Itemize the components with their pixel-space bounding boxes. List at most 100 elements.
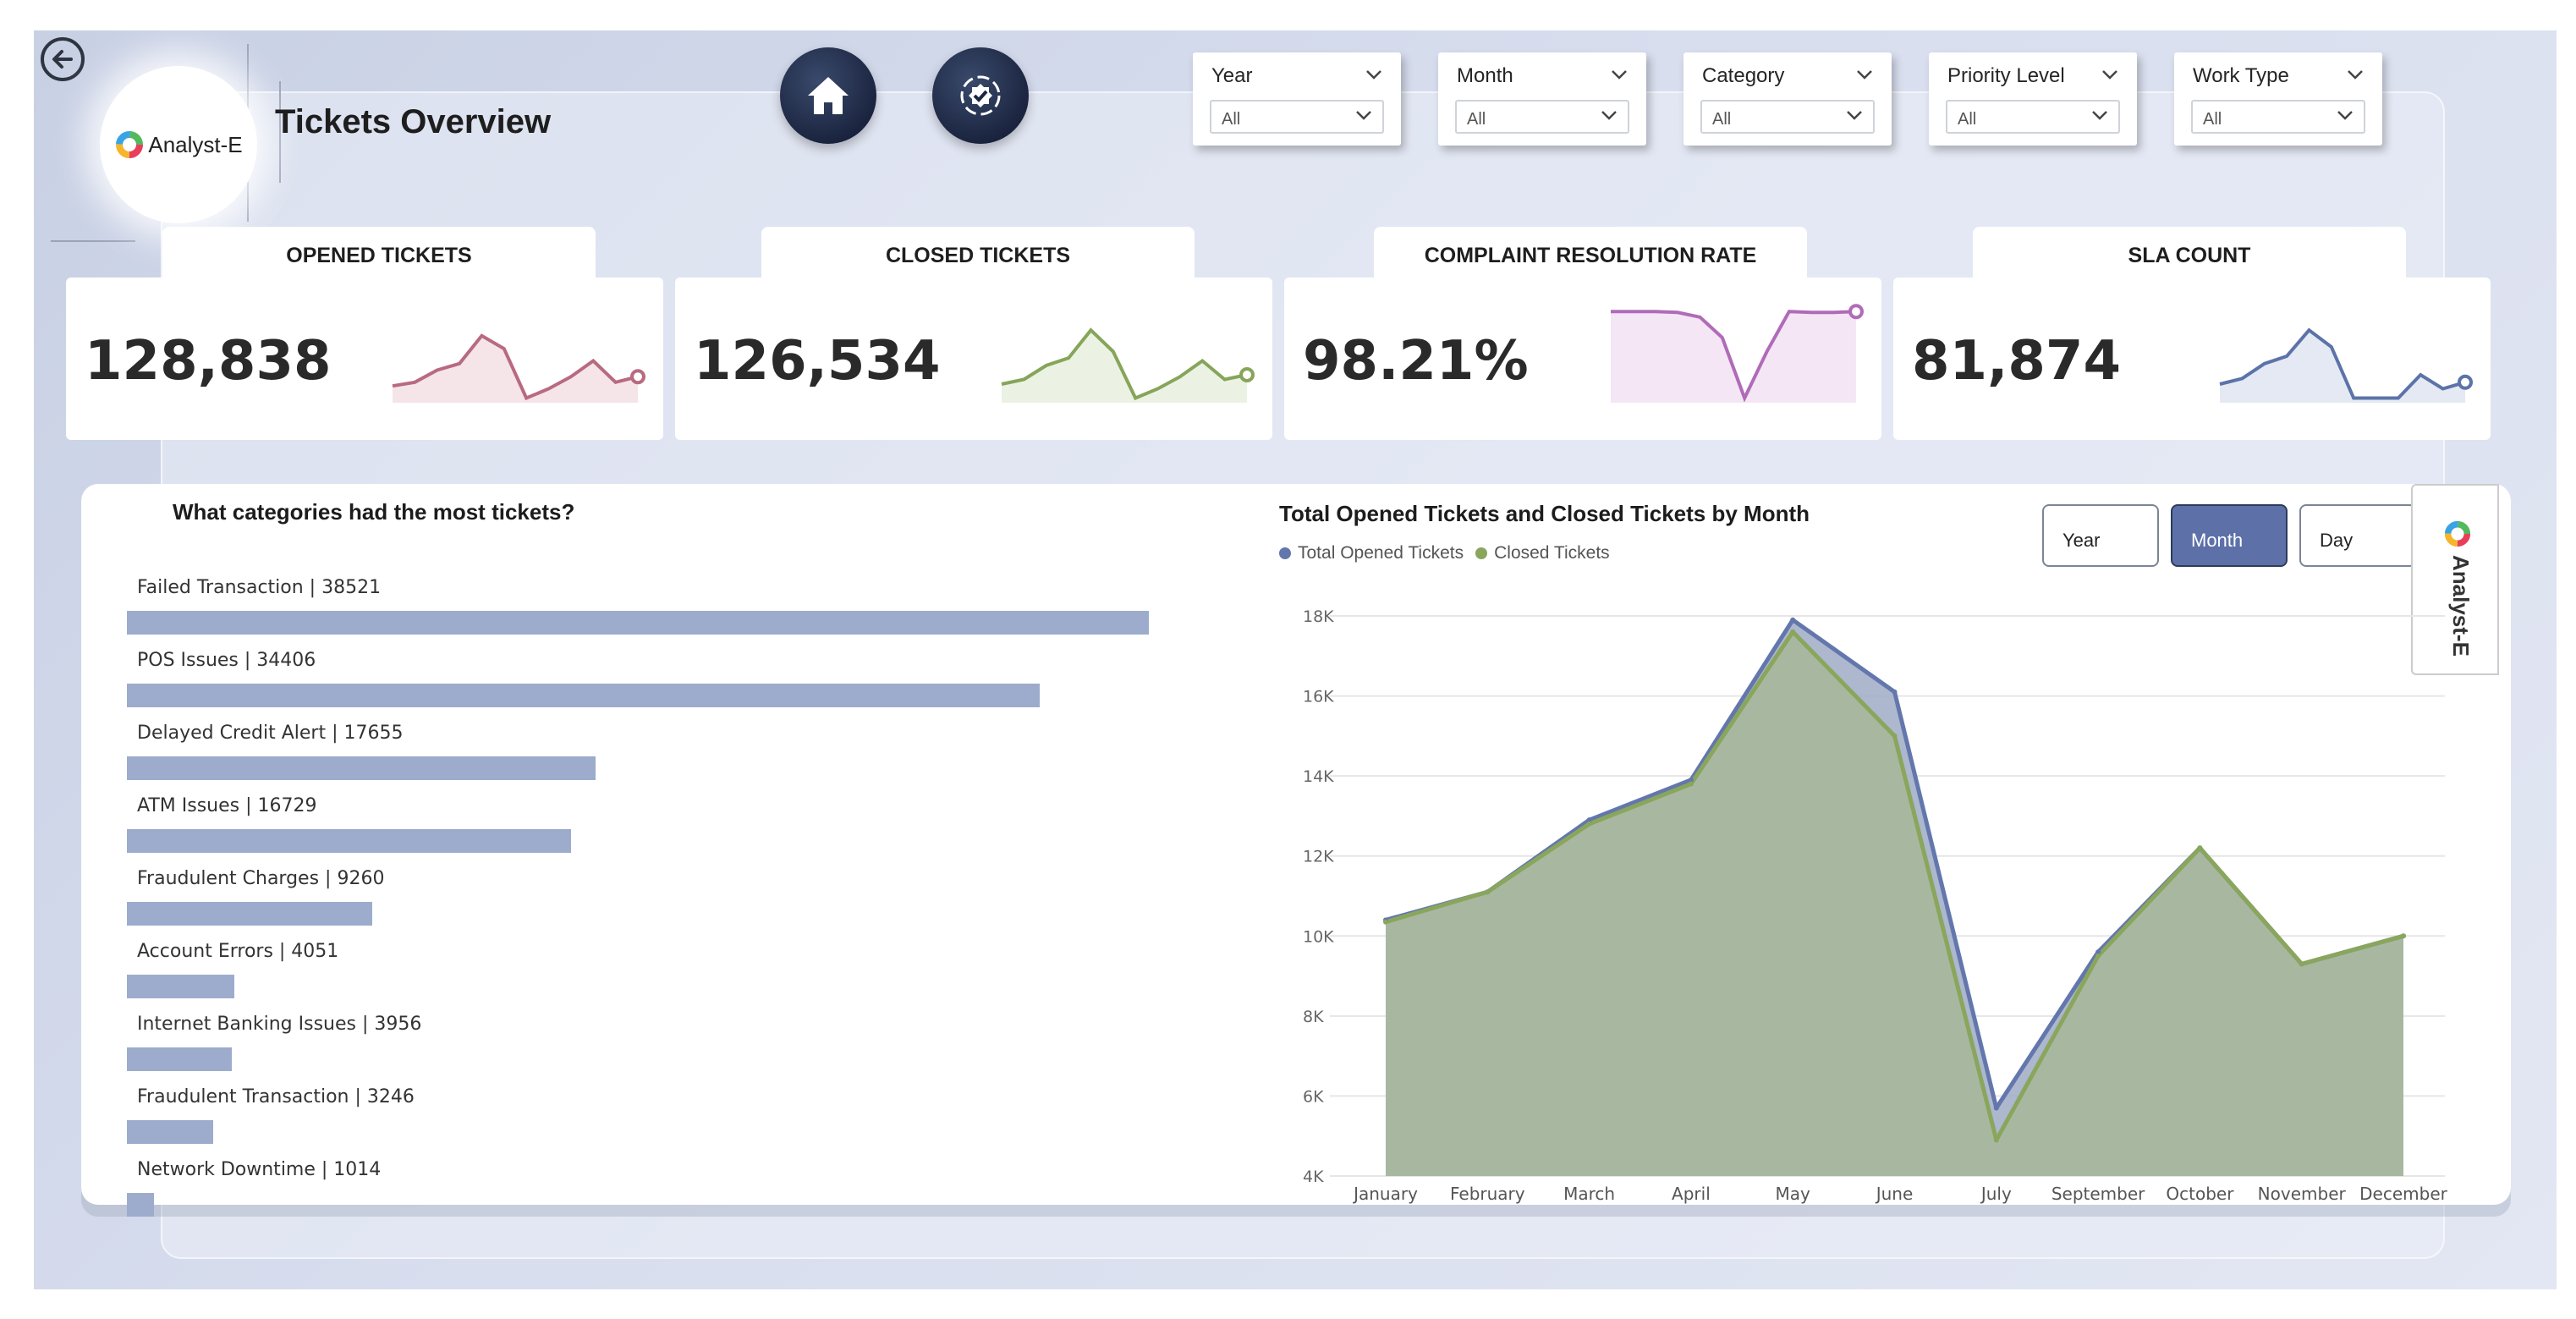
home-button[interactable] [780,47,876,144]
slicer-dropdown[interactable]: All [1700,100,1875,134]
spark-line [2219,327,2466,400]
category-bar[interactable] [127,756,596,780]
back-button[interactable] [41,37,85,81]
x-tick-label: October [2166,1184,2234,1204]
category-bar-label: ATM Issues | 16729 [137,795,317,816]
kpi-value: 126,534 [694,330,941,393]
category-bar-row[interactable]: Account Errors | 4051 [127,941,1227,1014]
slicer-work-type[interactable]: Work Type All [2174,52,2382,146]
data-point-opened[interactable] [1688,777,1694,783]
y-tick-label: 12K [1303,848,1334,866]
data-point-opened[interactable] [1586,817,1592,823]
slicer-dropdown[interactable]: All [1210,100,1384,134]
chevron-down-icon [1356,111,1371,120]
legend-dot [1475,547,1488,559]
data-point-closed[interactable] [1383,919,1388,925]
data-point-opened[interactable] [2095,949,2101,955]
category-bar-label: Internet Banking Issues | 3956 [137,1014,422,1035]
category-bar[interactable] [127,829,571,853]
spark-end-marker [1239,367,1255,382]
kpi-card-resolution: 98.21% [1284,278,1881,440]
slicer-dropdown[interactable]: All [1455,100,1629,134]
category-bar-row[interactable]: Fraudulent Transaction | 3246 [127,1086,1227,1159]
slicer-year[interactable]: Year All [1193,52,1401,146]
decor-line [51,240,135,242]
category-bar[interactable] [127,902,373,926]
slicer-dropdown[interactable]: All [2191,100,2365,134]
kpi-card-closed: 126,534 [675,278,1272,440]
slicer-priority-level[interactable]: Priority Level All [1929,52,2137,146]
slicer-month[interactable]: Month All [1438,52,1646,146]
dashboard-canvas: Analyst-E Tickets Overview Year All Mont… [34,30,2557,1289]
data-point-closed[interactable] [1485,889,1491,895]
slicer-category[interactable]: Category All [1683,52,1892,146]
category-bar[interactable] [127,975,235,998]
spark-fill [1002,330,1247,403]
area-chart-title: Total Opened Tickets and Closed Tickets … [1279,501,1810,526]
category-bar-label: Failed Transaction | 38521 [137,577,382,598]
slicer-value: All [1958,110,1977,129]
data-point-opened[interactable] [1790,617,1796,623]
category-bar[interactable] [127,1047,233,1071]
category-bar-label: POS Issues | 34406 [137,650,316,671]
slicer-value: All [1222,110,1241,129]
data-point-closed[interactable] [2197,845,2203,851]
data-point-closed[interactable] [1790,629,1796,635]
category-bar-row[interactable]: Internet Banking Issues | 3956 [127,1014,1227,1086]
toggle-year[interactable]: Year [2042,504,2159,567]
area-fill-closed [1386,631,2403,1176]
slicer-label: Year [1211,64,1253,87]
kpi-title-opened: OPENED TICKETS [162,227,596,283]
side-tab-brand[interactable]: Analyst-E [2411,484,2499,675]
category-bar-row[interactable]: ATM Issues | 16729 [127,795,1227,868]
category-bar[interactable] [127,1193,154,1217]
kpi-sparkline [1001,327,1255,403]
chevron-down-icon [1366,70,1381,80]
category-bar[interactable] [127,611,1149,635]
data-point-opened[interactable] [1892,689,1898,695]
data-point-closed[interactable] [1993,1137,1999,1143]
category-bar-row[interactable]: Failed Transaction | 38521 [127,577,1227,650]
x-tick-label: April [1672,1184,1711,1204]
kpi-value: 98.21% [1303,330,1529,393]
data-point-closed[interactable] [1688,781,1694,787]
logo-text: Analyst-E [148,131,243,157]
spark-line [1611,310,1857,403]
data-point-closed[interactable] [2299,961,2304,967]
x-tick-label: January [1352,1184,1418,1204]
category-bar-label: Delayed Credit Alert | 17655 [137,723,404,744]
legend-label: Closed Tickets [1494,543,1610,563]
slicer-label: Category [1702,64,1785,87]
x-tick-label: March [1563,1184,1615,1204]
area-chart: 4K 6K 8K 10K 12K 14K 16K 18K January February Marc… [1303,607,2448,1204]
category-bar[interactable] [127,684,1040,707]
slicer-dropdown[interactable]: All [1946,100,2120,134]
x-tick-label: June [1875,1184,1914,1204]
chevron-down-icon [1612,70,1627,80]
chevron-down-icon [2092,111,2107,120]
category-bar[interactable] [127,1120,213,1144]
x-tick-label: September [2051,1184,2145,1204]
data-point-opened[interactable] [1993,1105,1999,1111]
category-bar-row[interactable]: POS Issues | 34406 [127,650,1227,723]
slicer-label: Month [1457,64,1513,87]
category-bar-row[interactable]: Delayed Credit Alert | 17655 [127,723,1227,795]
x-tick-label: December [2359,1184,2447,1204]
category-bar-label: Account Errors | 4051 [137,941,339,962]
category-bar-label: Fraudulent Charges | 9260 [137,868,385,889]
data-point-closed[interactable] [1586,821,1592,827]
logo-ring-icon [116,131,144,158]
data-point-closed[interactable] [2401,933,2406,939]
toggle-month[interactable]: Month [2171,504,2288,567]
settings-button[interactable] [932,47,1029,144]
spark-end-marker [1848,304,1864,320]
category-bar-row[interactable]: Network Downtime | 1014 [127,1159,1227,1232]
data-point-closed[interactable] [2095,953,2101,959]
toggle-day[interactable]: Day [2299,504,2416,567]
legend-dot [1279,547,1291,559]
kpi-sparkline [2219,327,2473,403]
data-point-closed[interactable] [1892,733,1898,739]
chevron-down-icon [1847,111,1862,120]
category-bar-row[interactable]: Fraudulent Charges | 9260 [127,868,1227,941]
spark-line [1001,327,1248,401]
